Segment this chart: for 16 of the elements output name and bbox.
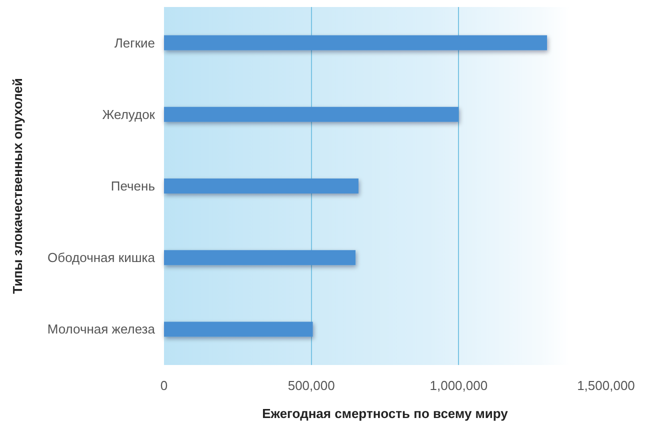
x-axis-title: Ежегодная смертность по всему миру bbox=[262, 406, 509, 421]
bar bbox=[164, 178, 358, 194]
x-tick-label: 1,500,000 bbox=[577, 378, 635, 393]
y-tick-label: Молочная железа bbox=[47, 322, 156, 337]
y-tick-label: Печень bbox=[110, 178, 156, 194]
bar bbox=[164, 322, 313, 337]
y-tick-label: Ободочная кишка bbox=[48, 250, 156, 266]
y-tick-label: Желудок bbox=[102, 106, 156, 122]
x-tick-label: 0 bbox=[160, 378, 168, 393]
bar bbox=[164, 35, 548, 50]
x-tick-label: 1,000,000 bbox=[430, 378, 488, 393]
y-axis-title: Типы злокачественных опухолей bbox=[10, 78, 25, 294]
y-tick-label: Легкие bbox=[114, 35, 155, 50]
bar bbox=[164, 250, 356, 266]
x-tick-label: 500,000 bbox=[288, 378, 335, 393]
bar bbox=[164, 106, 459, 122]
